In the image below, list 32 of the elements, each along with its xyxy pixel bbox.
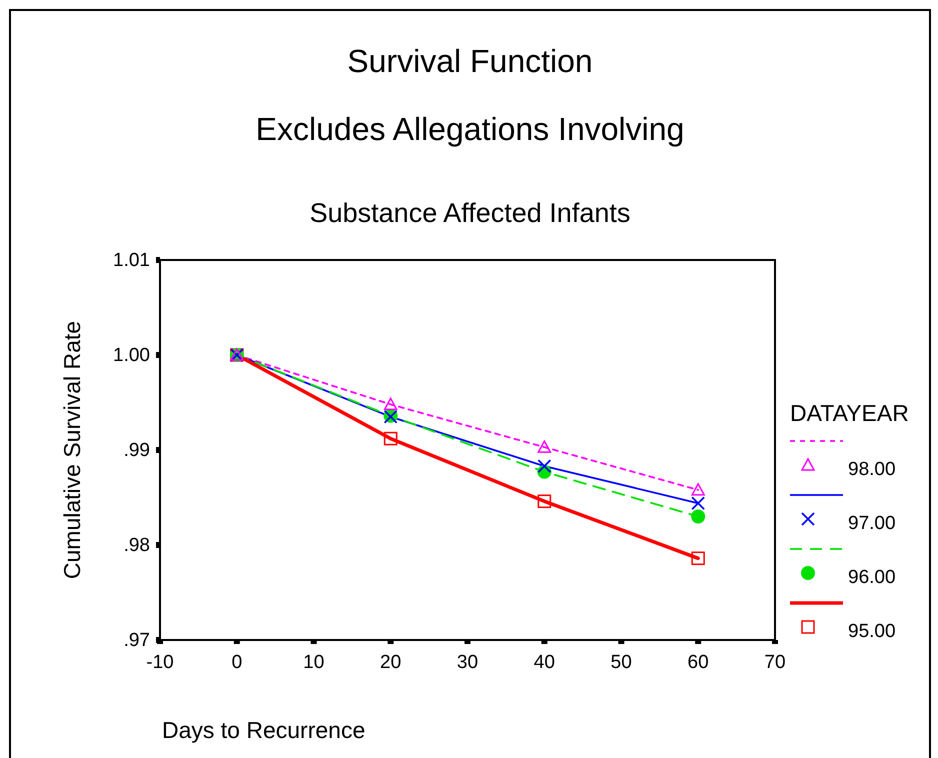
x-tick-label: 70 [764,652,786,673]
point [691,483,705,496]
x-tick-label: 40 [534,652,555,673]
x-tick-label: 0 [232,652,242,673]
point [538,494,552,508]
x-axis-title: Days to Recurrence [162,717,366,743]
y-tick-label: 1.01 [113,250,150,271]
y-tick-label: .97 [124,630,150,651]
point [691,510,706,524]
point [538,440,552,453]
point [537,459,552,474]
x-tick-label: -10 [146,652,174,673]
point [691,496,706,510]
point [384,432,398,446]
y-tick-label: .99 [124,440,150,461]
legend-label: 97.00 [848,513,896,534]
legend-label: 95.00 [848,621,896,642]
x-tick-label: 60 [688,652,709,673]
chart-title: Survival Function Excludes Allegations Involving [256,43,684,147]
chart-subtitle: Substance Affected Infants [310,198,630,228]
legend-label: 96.00 [848,567,896,588]
point [691,552,705,566]
point [384,398,398,410]
legend-label: 98.00 [848,459,896,480]
x-tick-label: 50 [610,652,632,673]
x-tick-label: 20 [380,652,402,673]
y-tick-label: 1.00 [113,345,150,366]
y-tick-label: .98 [124,535,150,556]
x-tick-label: 10 [303,652,324,673]
legend-title: DATAYEAR [790,400,909,426]
y-axis-title: Cumulative Survival Rate [59,320,85,580]
x-tick-label: 30 [456,652,478,673]
